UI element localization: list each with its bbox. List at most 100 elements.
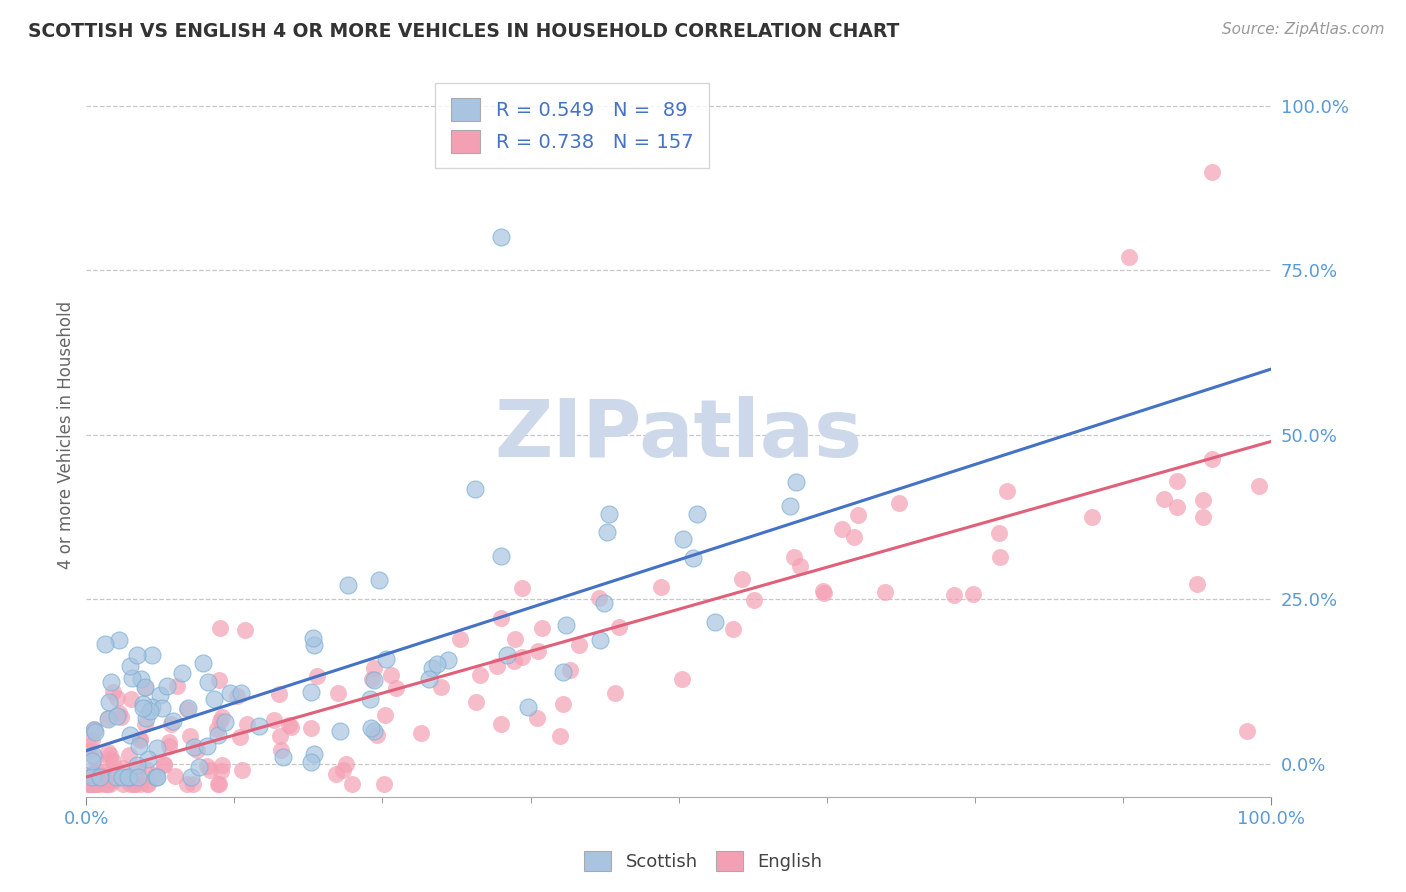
Point bbox=[87, 770, 110, 784]
Point bbox=[269, 729, 291, 743]
Point bbox=[77, 744, 100, 758]
Point bbox=[135, 711, 157, 725]
Point bbox=[195, 759, 218, 773]
Point bbox=[491, 611, 513, 625]
Point bbox=[153, 758, 176, 772]
Point bbox=[988, 550, 1011, 565]
Point bbox=[332, 763, 354, 777]
Point bbox=[170, 665, 193, 680]
Point bbox=[112, 761, 135, 775]
Point bbox=[363, 673, 385, 687]
Point bbox=[495, 648, 517, 662]
Point bbox=[489, 549, 512, 564]
Point bbox=[82, 768, 104, 782]
Point bbox=[1118, 250, 1140, 264]
Point bbox=[209, 714, 232, 728]
Point bbox=[145, 770, 167, 784]
Point bbox=[526, 711, 548, 725]
Point bbox=[124, 776, 146, 790]
Point bbox=[166, 679, 188, 693]
Point bbox=[685, 508, 707, 522]
Point bbox=[134, 681, 156, 695]
Point bbox=[179, 729, 201, 743]
Point bbox=[267, 687, 290, 701]
Point bbox=[995, 483, 1018, 498]
Point bbox=[195, 739, 218, 754]
Point bbox=[82, 754, 104, 768]
Point bbox=[121, 776, 143, 790]
Point bbox=[127, 648, 149, 662]
Point bbox=[105, 691, 128, 706]
Point bbox=[360, 721, 382, 735]
Point bbox=[426, 657, 449, 671]
Point bbox=[510, 582, 533, 596]
Point bbox=[464, 482, 486, 496]
Point bbox=[207, 776, 229, 790]
Legend: R = 0.549   N =  89, R = 0.738   N = 157: R = 0.549 N = 89, R = 0.738 N = 157 bbox=[436, 83, 709, 169]
Point bbox=[86, 776, 108, 790]
Point bbox=[111, 776, 134, 790]
Point bbox=[128, 733, 150, 747]
Point bbox=[208, 776, 231, 790]
Point bbox=[465, 695, 488, 709]
Point bbox=[132, 700, 155, 714]
Point bbox=[231, 763, 253, 777]
Point bbox=[1166, 500, 1188, 514]
Point bbox=[94, 637, 117, 651]
Point bbox=[598, 507, 620, 521]
Point bbox=[236, 717, 259, 731]
Point bbox=[157, 739, 180, 753]
Point bbox=[1201, 452, 1223, 467]
Point bbox=[143, 768, 166, 782]
Point bbox=[103, 772, 125, 787]
Point bbox=[98, 776, 121, 790]
Point bbox=[360, 692, 382, 706]
Point bbox=[374, 707, 396, 722]
Point bbox=[672, 532, 695, 546]
Point bbox=[97, 712, 120, 726]
Point bbox=[77, 776, 100, 790]
Point bbox=[207, 728, 229, 742]
Point bbox=[208, 673, 231, 687]
Point bbox=[962, 587, 984, 601]
Point bbox=[82, 765, 104, 780]
Point bbox=[280, 720, 302, 734]
Point bbox=[783, 550, 806, 565]
Point bbox=[721, 622, 744, 636]
Point bbox=[873, 585, 896, 599]
Point bbox=[110, 710, 132, 724]
Point bbox=[91, 765, 114, 780]
Point bbox=[100, 765, 122, 780]
Point bbox=[86, 764, 108, 779]
Point bbox=[84, 725, 107, 739]
Point bbox=[125, 758, 148, 772]
Point bbox=[139, 704, 162, 718]
Point bbox=[136, 776, 159, 790]
Point bbox=[205, 722, 228, 736]
Point bbox=[373, 776, 395, 790]
Point bbox=[134, 681, 156, 696]
Point bbox=[93, 771, 115, 785]
Point bbox=[278, 717, 301, 731]
Point bbox=[530, 621, 553, 635]
Point bbox=[568, 639, 591, 653]
Point bbox=[91, 776, 114, 790]
Point bbox=[117, 770, 139, 784]
Point bbox=[82, 776, 104, 790]
Point bbox=[363, 660, 385, 674]
Point bbox=[80, 733, 103, 747]
Point bbox=[842, 530, 865, 544]
Point bbox=[127, 763, 149, 777]
Point bbox=[418, 673, 440, 687]
Point bbox=[326, 686, 349, 700]
Point bbox=[596, 524, 619, 539]
Point bbox=[548, 729, 571, 743]
Point bbox=[813, 586, 835, 600]
Point bbox=[360, 672, 382, 686]
Point bbox=[101, 754, 124, 768]
Point bbox=[101, 684, 124, 698]
Point bbox=[605, 686, 627, 700]
Point bbox=[120, 692, 142, 706]
Point bbox=[588, 591, 610, 606]
Point bbox=[366, 728, 388, 742]
